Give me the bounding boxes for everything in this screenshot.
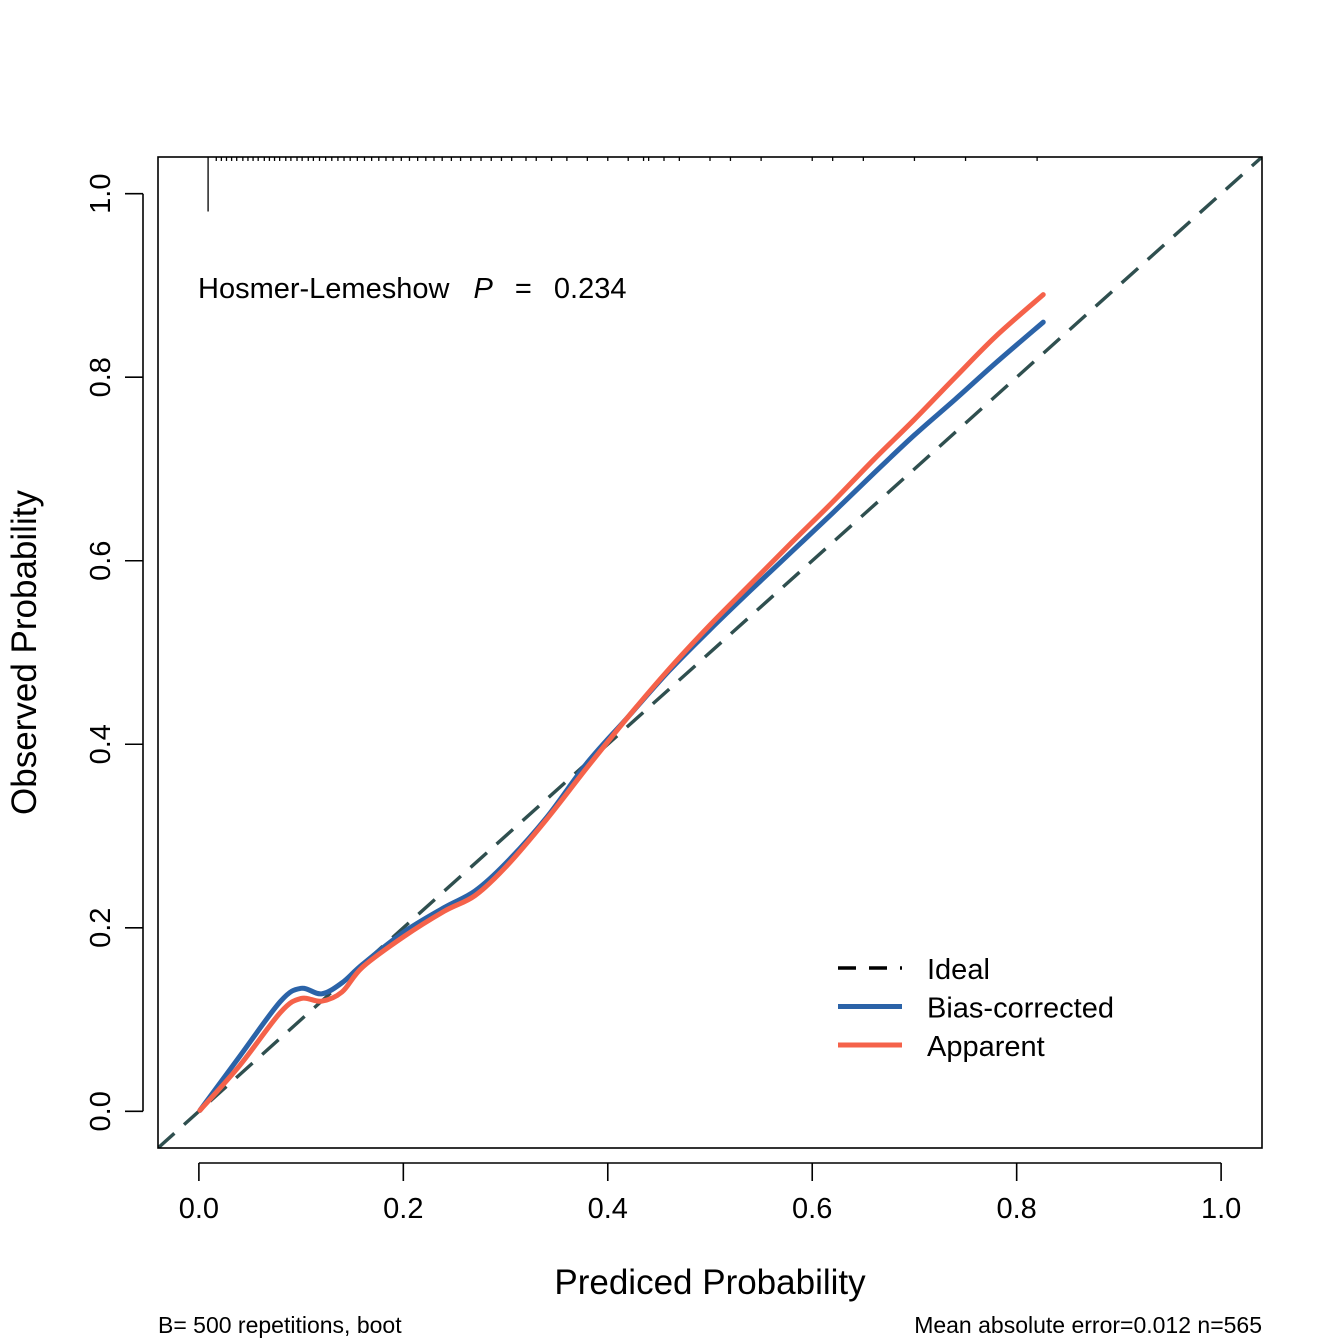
hl-p-symbol: P [473, 273, 493, 305]
legend-label-bias-corrected: Bias-corrected [927, 993, 1114, 1025]
y-tick-label: 0.2 [85, 908, 117, 948]
legend-label-apparent: Apparent [927, 1031, 1045, 1063]
x-tick-label: 0.0 [179, 1193, 219, 1225]
x-tick-label: 1.0 [1201, 1193, 1241, 1225]
x-tick-label: 0.2 [383, 1193, 423, 1225]
y-tick-label: 1.0 [85, 174, 117, 214]
footer-left: B= 500 repetitions, boot [158, 1312, 402, 1338]
apparent-line [197, 292, 1046, 1113]
hosmer-lemeshow-annotation: Hosmer-Lemeshow P = 0.234 [198, 273, 626, 305]
y-axis: 0.0 0.2 0.4 0.6 0.8 1.0 [85, 174, 144, 1131]
x-axis: 0.0 0.2 0.4 0.6 0.8 1.0 [179, 1162, 1241, 1225]
legend-label-ideal: Ideal [927, 954, 990, 986]
legend: Ideal Bias-corrected Apparent [838, 954, 1114, 1063]
y-tick-label: 0.4 [85, 724, 117, 764]
series-lines [197, 292, 1046, 1113]
y-tick-label: 0.6 [85, 541, 117, 581]
hl-p-value: 0.234 [554, 273, 627, 305]
plot-frame [157, 156, 1263, 1149]
hl-prefix: Hosmer-Lemeshow [198, 273, 450, 305]
x-axis-title: Prediced Probability [554, 1263, 866, 1302]
hl-equals: = [515, 273, 532, 305]
y-tick-label: 0.0 [85, 1091, 117, 1131]
y-axis-title: Observed Probability [5, 490, 44, 815]
x-tick-label: 0.8 [997, 1193, 1037, 1225]
x-tick-label: 0.4 [588, 1193, 628, 1225]
y-tick-label: 0.8 [85, 357, 117, 397]
x-tick-label: 0.6 [792, 1193, 832, 1225]
footer-right: Mean absolute error=0.012 n=565 [914, 1312, 1262, 1338]
